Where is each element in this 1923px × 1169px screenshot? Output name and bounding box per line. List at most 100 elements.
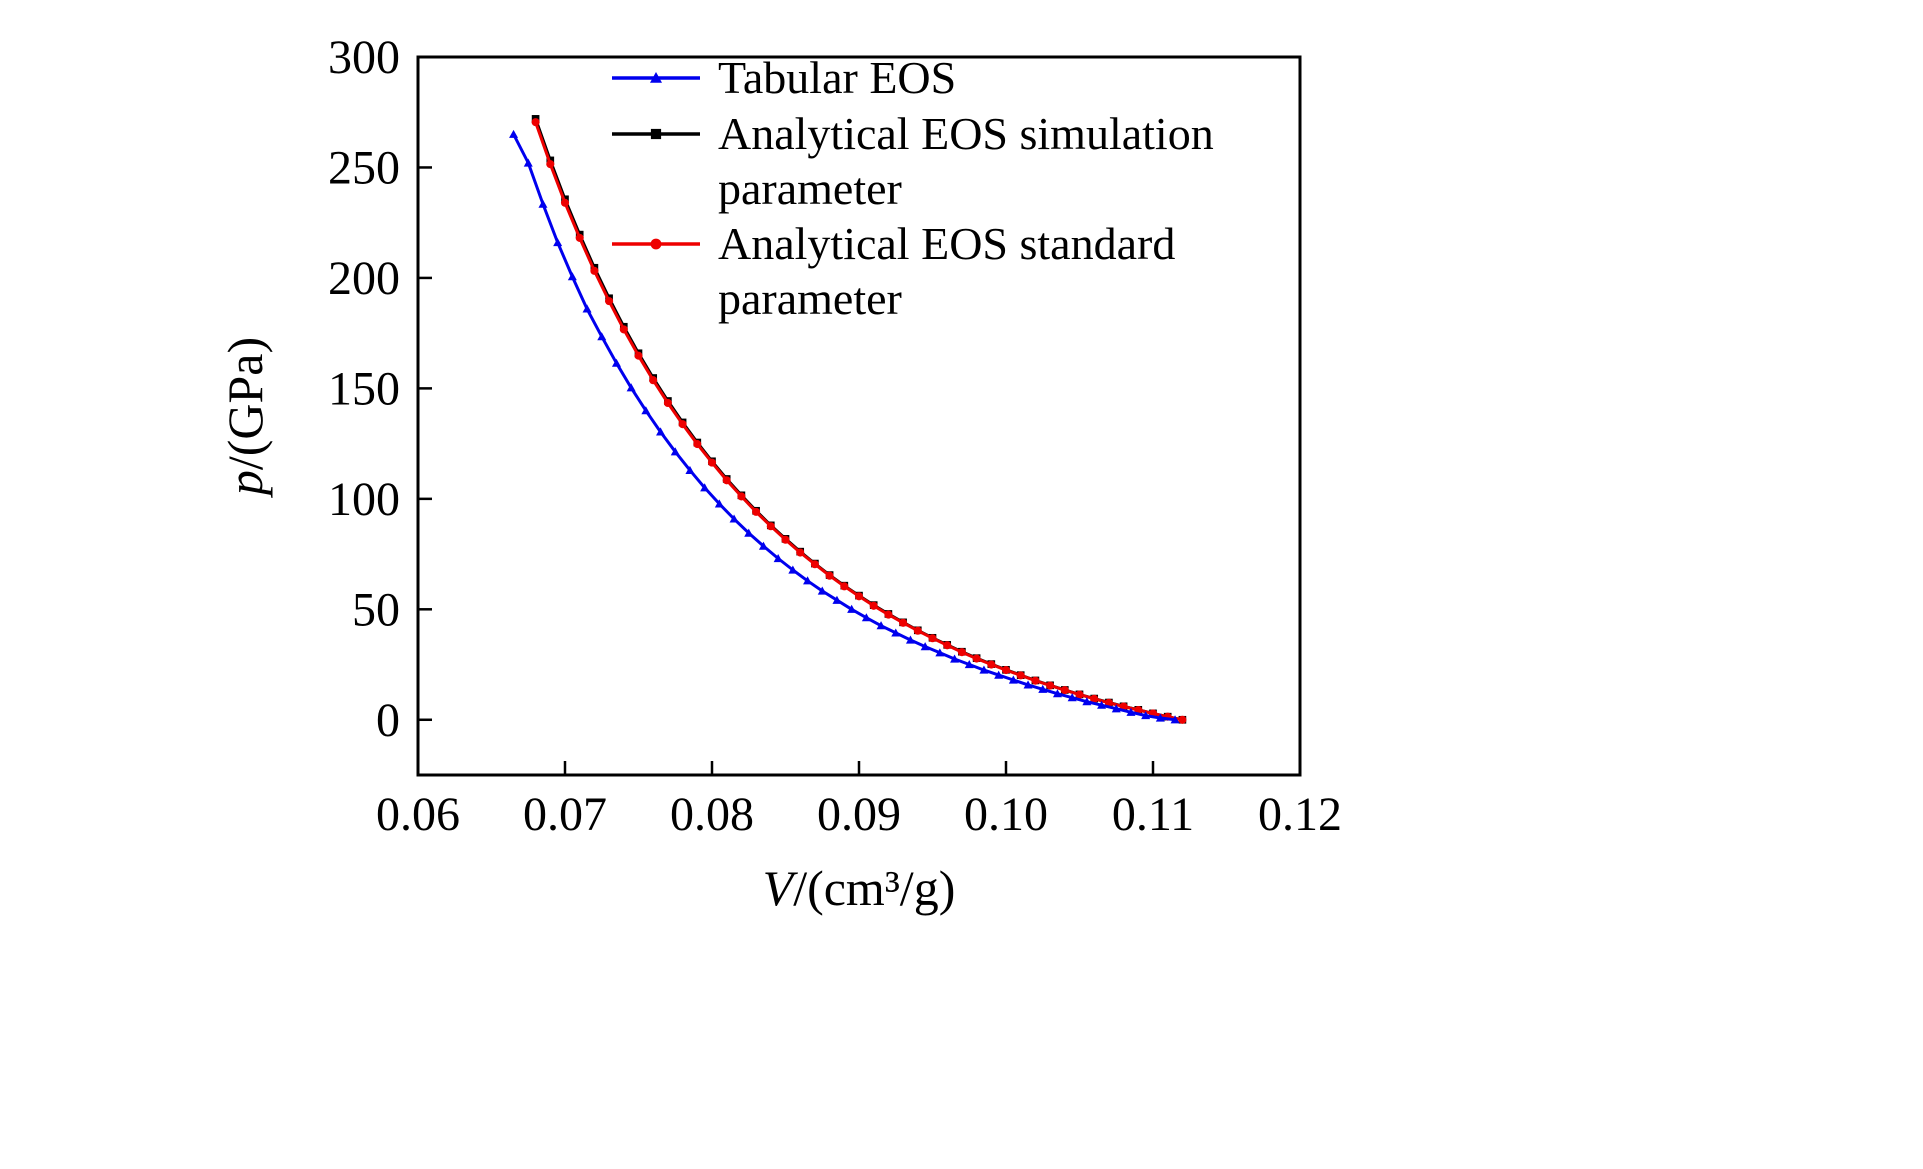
data-point-marker	[972, 654, 981, 663]
data-point-marker	[1016, 671, 1025, 680]
y-tick-label: 100	[328, 473, 400, 526]
data-point-marker	[861, 613, 871, 622]
data-point-marker	[1097, 700, 1107, 709]
legend-label: Tabular EOS	[718, 52, 956, 103]
data-point-marker	[1001, 666, 1011, 675]
x-axis-label: V/(cm³/g)	[763, 860, 956, 916]
data-point-marker	[575, 233, 584, 242]
data-point-marker	[957, 648, 966, 657]
data-point-marker	[752, 507, 761, 516]
y-tick-label: 300	[328, 31, 400, 84]
y-tick-label: 50	[352, 583, 400, 636]
data-point-marker	[1008, 675, 1018, 684]
data-point-marker	[1031, 676, 1040, 685]
data-point-marker	[1023, 680, 1033, 689]
data-point-marker	[634, 351, 643, 360]
data-point-marker	[876, 621, 886, 630]
data-point-marker	[987, 660, 996, 669]
data-point-marker	[700, 483, 710, 492]
data-point-marker	[1038, 684, 1048, 693]
data-point-marker	[950, 654, 960, 663]
data-point-marker	[656, 427, 666, 436]
data-point-marker	[928, 634, 937, 643]
data-point-marker	[884, 610, 893, 619]
legend-label: parameter	[718, 273, 902, 324]
data-point-marker	[663, 398, 672, 408]
data-point-marker	[722, 476, 731, 485]
series-tabular-eos	[509, 129, 1180, 724]
data-point-marker	[905, 635, 915, 644]
data-point-marker	[538, 199, 548, 208]
data-point-marker	[773, 553, 783, 563]
data-point-marker	[693, 440, 702, 449]
data-point-marker	[678, 420, 687, 429]
data-point-marker	[758, 541, 768, 550]
data-point-marker	[1170, 715, 1180, 724]
data-point-marker	[714, 499, 724, 508]
data-point-marker	[641, 406, 651, 415]
y-axis: 0 50 100 150 200 250 300	[328, 31, 432, 747]
x-tick-label: 0.12	[1258, 788, 1342, 841]
data-point-marker	[803, 576, 813, 585]
data-point-marker	[1090, 694, 1099, 703]
data-point-marker	[553, 238, 563, 247]
data-point-marker	[1141, 711, 1151, 720]
data-point-marker	[854, 592, 864, 601]
legend-marker	[650, 72, 662, 83]
x-tick-label: 0.06	[376, 788, 460, 841]
x-tick-label: 0.08	[670, 788, 754, 841]
data-point-marker	[546, 160, 555, 169]
legend-marker	[650, 128, 662, 140]
data-point-marker	[920, 642, 930, 651]
data-point-marker	[509, 129, 519, 138]
data-point-marker	[531, 118, 540, 127]
data-point-marker	[611, 358, 621, 367]
data-point-marker	[590, 266, 599, 275]
data-point-marker	[560, 198, 570, 207]
data-point-marker	[1111, 704, 1121, 713]
data-point-marker	[817, 586, 827, 595]
x-tick-label: 0.07	[523, 788, 607, 841]
data-point-marker	[943, 641, 952, 650]
data-point-marker	[781, 535, 790, 544]
data-point-marker	[899, 618, 908, 627]
data-point-marker	[567, 272, 577, 281]
data-point-marker	[1178, 715, 1187, 724]
data-point-marker	[964, 660, 974, 669]
data-point-marker	[685, 465, 695, 474]
data-point-marker	[707, 458, 717, 467]
data-point-marker	[626, 383, 636, 392]
data-point-marker	[670, 447, 680, 456]
data-point-marker	[832, 595, 842, 604]
data-point-marker	[597, 332, 607, 341]
x-tick-label: 0.10	[964, 788, 1048, 841]
series-analytical-eos-standard-parameter	[531, 118, 1187, 724]
legend-item-tabular-eos: Tabular EOS	[612, 52, 956, 103]
legend-marker	[650, 238, 662, 250]
data-point-marker	[913, 626, 922, 635]
data-point-marker	[582, 304, 592, 313]
series-line-tabular-eos	[512, 133, 1176, 722]
data-point-marker	[840, 582, 849, 591]
data-point-marker	[825, 571, 834, 580]
data-point-marker	[619, 325, 628, 334]
data-point-marker	[1104, 698, 1113, 707]
data-point-marker	[891, 628, 901, 637]
data-point-marker	[796, 548, 805, 557]
data-point-marker	[979, 665, 989, 674]
legend-label: Analytical EOS simulation	[718, 108, 1214, 159]
data-point-marker	[737, 492, 746, 501]
data-point-marker	[994, 670, 1004, 679]
x-axis: 0.06 0.07 0.08 0.09 0.10 0.11 0.12	[376, 761, 1342, 841]
legend-label: parameter	[718, 163, 902, 214]
data-point-marker	[869, 601, 878, 610]
data-point-marker	[788, 565, 798, 574]
data-point-marker	[847, 604, 857, 613]
data-point-marker	[605, 297, 614, 306]
data-point-marker	[1067, 693, 1077, 702]
